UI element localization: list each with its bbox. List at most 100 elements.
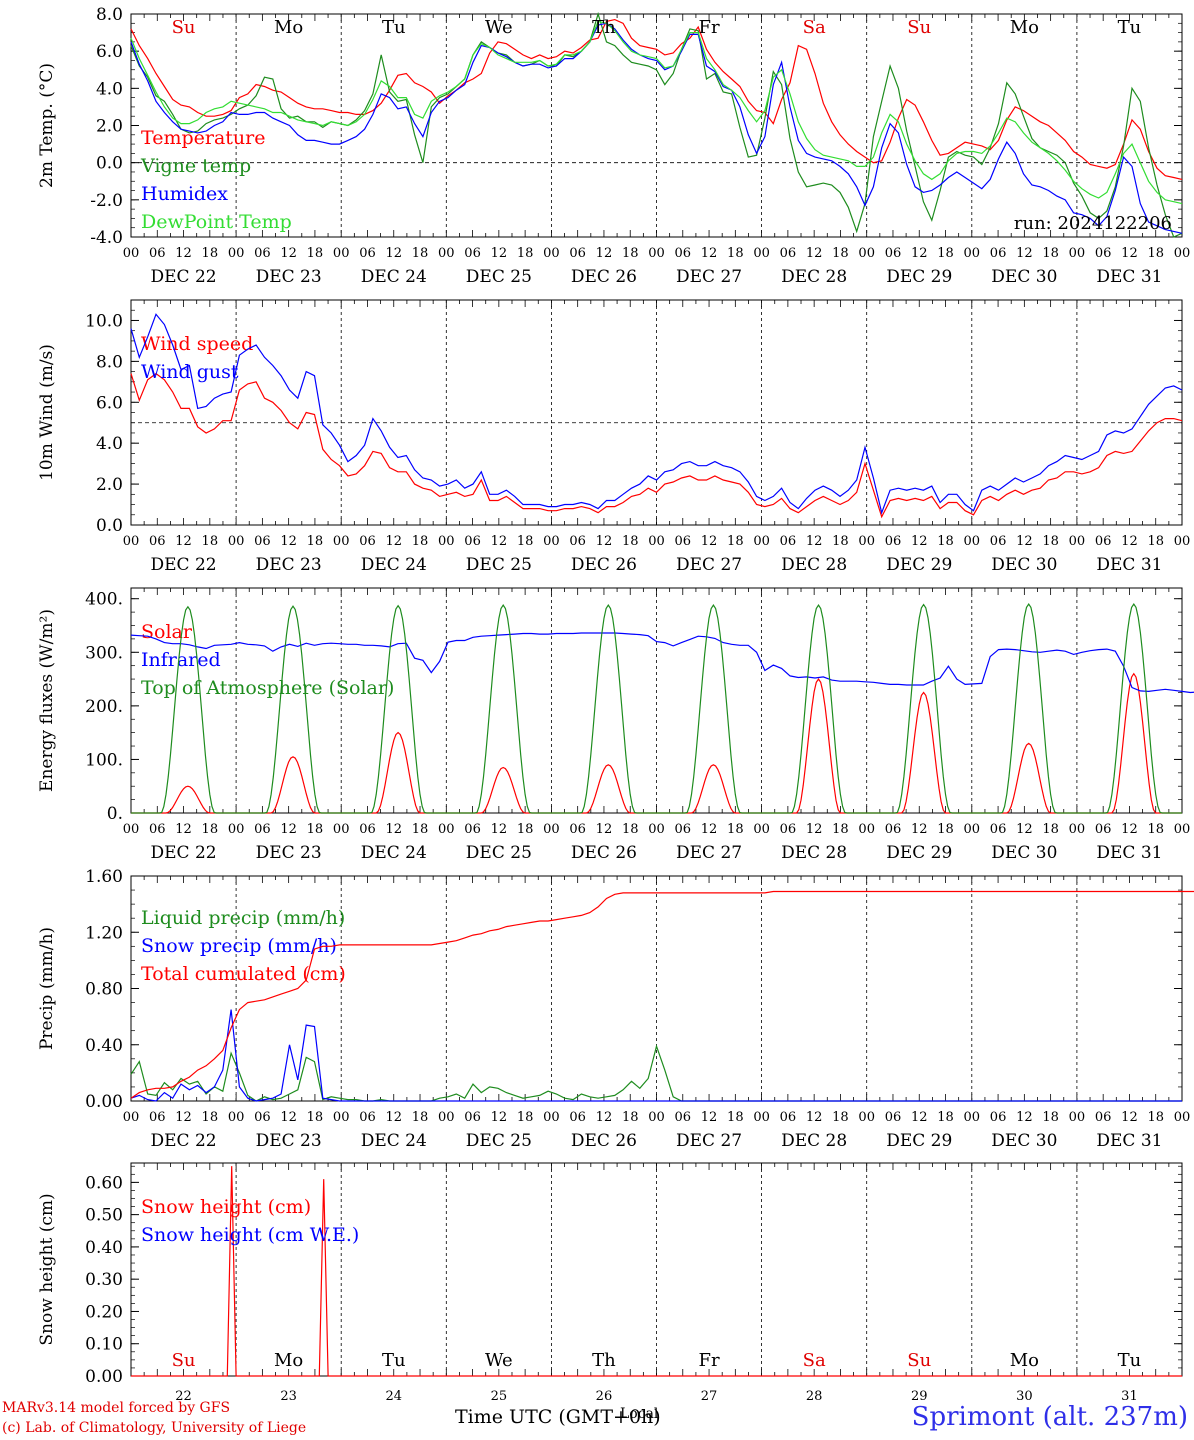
day-label: Th — [592, 17, 616, 38]
series-line — [131, 1166, 1182, 1377]
hour-label: 00 — [543, 1110, 560, 1125]
hour-label: 00 — [858, 822, 875, 837]
date-label: DEC 26 — [571, 267, 637, 287]
hour-label: 00 — [228, 534, 245, 549]
hour-label: 06 — [990, 822, 1007, 837]
hour-label: 06 — [1095, 246, 1112, 261]
date-label: DEC 25 — [466, 1131, 532, 1151]
date-label: DEC 28 — [781, 1131, 847, 1151]
legend-entry: Snow height (cm W.E.) — [141, 1224, 359, 1246]
day-number: 28 — [806, 1389, 823, 1404]
day-number: 24 — [385, 1389, 402, 1404]
hour-label: 00 — [964, 246, 981, 261]
legend-entry: Infrared — [141, 649, 221, 671]
hour-label: 00 — [753, 822, 770, 837]
day-number: 29 — [911, 1389, 928, 1404]
y-tick-label: 0.10 — [85, 1335, 123, 1355]
day-label: Su — [172, 17, 196, 38]
hour-label: 18 — [202, 246, 219, 261]
legend-entry: Solar — [141, 621, 193, 643]
hour-label: 18 — [1042, 1110, 1059, 1125]
hour-label: 18 — [937, 534, 954, 549]
hour-label: 18 — [937, 822, 954, 837]
day-label: Sa — [803, 17, 826, 38]
hour-label: 12 — [175, 822, 192, 837]
y-tick-label: 8.0 — [96, 5, 123, 25]
x-axis-title: Time UTC (GMT+0h) Local — [455, 1406, 661, 1428]
hour-label: 12 — [911, 534, 928, 549]
panel-4: 1.60 1.20 0.80 0.40 0.00 Precip (mm/h) 00 06 12 1… — [37, 867, 1194, 1151]
hour-label: 12 — [596, 246, 613, 261]
y-tick-label: 4.0 — [96, 434, 123, 454]
hour-label: 00 — [438, 534, 455, 549]
hour-label: 00 — [333, 1110, 350, 1125]
hour-label: 12 — [1016, 534, 1033, 549]
date-label: DEC 23 — [256, 843, 322, 863]
hour-label: 18 — [832, 1110, 849, 1125]
date-label: DEC 22 — [151, 1131, 217, 1151]
hour-label: 12 — [806, 1110, 823, 1125]
hour-label: 00 — [858, 534, 875, 549]
hour-label: 06 — [149, 246, 166, 261]
y-tick-label: 10.0 — [85, 311, 123, 331]
hour-label: 18 — [412, 246, 429, 261]
hour-label: 00 — [438, 1110, 455, 1125]
hour-label: 18 — [622, 534, 639, 549]
hour-label: 00 — [333, 534, 350, 549]
day-label: Fr — [699, 17, 720, 38]
hour-label: 06 — [254, 246, 271, 261]
hour-label: 18 — [727, 534, 744, 549]
date-label: DEC 24 — [361, 843, 427, 863]
y-tick-label: 8.0 — [96, 352, 123, 372]
series-line — [130, 22, 1183, 234]
y-tick-label: 1.20 — [85, 923, 123, 943]
hour-label: 18 — [517, 822, 534, 837]
hour-label: 12 — [280, 534, 297, 549]
panel-1: 8.0 6.0 4.0 2.0 0.0 -2.0 -4.0 2m Temp. (°C) 00 06… — [37, 5, 1190, 287]
copyright: (c) Lab. of Climatology, University of L… — [2, 1420, 307, 1436]
hour-label: 00 — [648, 822, 665, 837]
panel-5: 0.60 0.50 0.40 0.30 0.20 0.10 0.00 Snow height … — [37, 1162, 1183, 1404]
hour-label: 00 — [1174, 246, 1191, 261]
hour-label: 12 — [806, 822, 823, 837]
date-label: DEC 24 — [361, 555, 427, 575]
y-axis-label: Precip (mm/h) — [37, 927, 57, 1050]
hour-label: 00 — [753, 1110, 770, 1125]
hour-label: 12 — [491, 822, 508, 837]
hour-label: 06 — [464, 534, 481, 549]
legend-entry: Snow height (cm) — [141, 1196, 311, 1218]
date-label: DEC 30 — [991, 555, 1057, 575]
y-axis-label: Snow height (cm) — [37, 1193, 57, 1345]
date-label: DEC 23 — [256, 267, 322, 287]
panel-2: 10.0 8.0 6.0 4.0 2.0 0.0 10m Wind (m/s) 00 06 12 1… — [37, 299, 1190, 575]
hour-label: 06 — [464, 822, 481, 837]
hour-label: 00 — [228, 1110, 245, 1125]
hour-label: 12 — [175, 246, 192, 261]
hour-label: 12 — [911, 246, 928, 261]
date-label: DEC 24 — [361, 1131, 427, 1151]
hour-label: 00 — [438, 246, 455, 261]
hour-label: 06 — [675, 246, 692, 261]
hour-label: 18 — [1147, 822, 1164, 837]
day-label: Mo — [274, 1350, 303, 1371]
date-label: DEC 31 — [1096, 1131, 1162, 1151]
hour-label: 00 — [438, 822, 455, 837]
day-label: Th — [592, 1350, 616, 1371]
day-label: We — [485, 1350, 513, 1371]
date-label: DEC 28 — [781, 267, 847, 287]
y-tick-label: 0. — [107, 804, 123, 824]
date-label: DEC 31 — [1096, 267, 1162, 287]
hour-label: 12 — [1121, 246, 1138, 261]
hour-label: 18 — [412, 1110, 429, 1125]
hour-label: 06 — [254, 822, 271, 837]
hour-label: 06 — [885, 1110, 902, 1125]
day-number: 30 — [1016, 1389, 1033, 1404]
hour-label: 12 — [596, 1110, 613, 1125]
day-number: 27 — [701, 1389, 718, 1404]
day-label: Tu — [1118, 1350, 1142, 1371]
day-label: Tu — [1118, 17, 1142, 38]
hour-label: 18 — [727, 822, 744, 837]
day-label: Tu — [382, 17, 406, 38]
date-label: DEC 22 — [151, 843, 217, 863]
hour-label: 06 — [885, 822, 902, 837]
